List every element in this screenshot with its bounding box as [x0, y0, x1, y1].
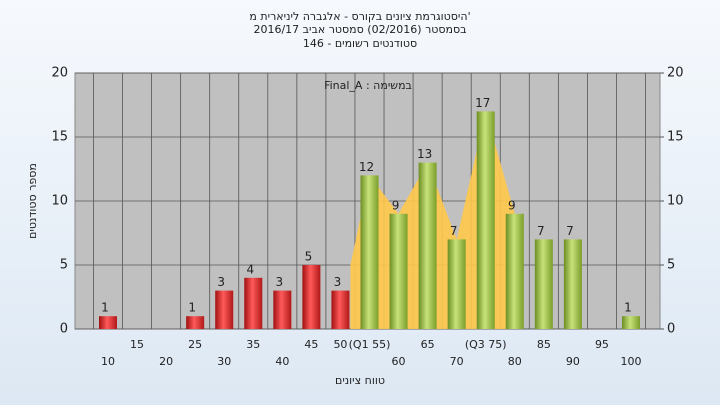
x-tick-label: 65: [421, 338, 435, 351]
bar: [418, 162, 437, 329]
x-tick-label: 100: [621, 355, 642, 368]
value-label: 9: [392, 198, 400, 212]
bar: [215, 290, 234, 329]
x-tick-label: 80: [508, 355, 522, 368]
chart-subtitle: בסמסטר (02/2016) סמסטר אביב 2016/17: [253, 23, 466, 36]
value-label: 12: [359, 160, 374, 174]
x-tick-label: 85: [537, 338, 551, 351]
value-label: 3: [276, 275, 284, 289]
x-tick-label: 70: [450, 355, 464, 368]
bar: [186, 316, 205, 329]
value-label: 3: [334, 275, 342, 289]
value-label: 17: [475, 96, 490, 110]
y-tick-label: 5: [60, 258, 68, 273]
annotation: Final_A : במשימה: [324, 79, 412, 92]
value-label: 7: [537, 224, 545, 238]
x-tick-label: 45: [304, 338, 318, 351]
value-label: 1: [624, 301, 632, 315]
bar: [563, 239, 582, 329]
x-tick-label: 30: [217, 355, 231, 368]
value-label: 13: [417, 147, 432, 161]
y-tick-label: 10: [51, 194, 68, 209]
value-label: 7: [450, 224, 458, 238]
y2-tick-label: 0: [667, 322, 675, 337]
bar: [331, 290, 350, 329]
x-tick-label: 95: [595, 338, 609, 351]
bar: [244, 277, 263, 329]
y-axis-label: מספר סטודנטים: [26, 163, 39, 239]
bar: [622, 316, 640, 329]
value-label: 4: [246, 262, 254, 276]
x-tick-label: 35: [246, 338, 260, 351]
x-tick-label: 15: [130, 338, 144, 351]
x-tick-label: (Q3 75): [465, 338, 507, 351]
bar: [534, 239, 553, 329]
x-tick-label: 25: [188, 338, 202, 351]
chart-subtitle: סטודנטים רשומים - 146: [303, 37, 417, 50]
value-label: 5: [305, 250, 313, 264]
value-label: 1: [188, 301, 196, 315]
x-tick-label: 10: [101, 355, 115, 368]
bar: [476, 111, 495, 330]
x-tick-label: 20: [159, 355, 173, 368]
y-tick-label: 20: [51, 66, 68, 81]
bar: [447, 239, 466, 329]
x-tick-label: 40: [275, 355, 289, 368]
value-label: 7: [566, 224, 574, 238]
y2-tick-label: 5: [667, 258, 675, 273]
bar: [302, 265, 321, 329]
x-axis-label: טווח ציונים: [335, 374, 385, 387]
y2-tick-label: 10: [667, 194, 684, 209]
value-label: 9: [508, 198, 516, 212]
bar: [99, 316, 117, 329]
y2-tick-label: 15: [667, 130, 684, 145]
chart-title: היסטוגרמת ציונים בקורס - אלגברה ליניארית…: [249, 10, 470, 23]
x-tick-label: (Q1 55): [349, 338, 391, 351]
x-tick-label: 60: [392, 355, 406, 368]
y-tick-label: 15: [51, 130, 68, 145]
bar: [360, 175, 379, 329]
value-label: 3: [217, 275, 225, 289]
y-tick-label: 0: [60, 322, 68, 337]
bar: [505, 213, 524, 329]
x-tick-label: 90: [566, 355, 580, 368]
x-tick-label: 50: [333, 338, 347, 351]
bar: [273, 290, 292, 329]
value-label: 1: [101, 301, 109, 315]
y2-tick-label: 20: [667, 66, 684, 81]
bar: [389, 213, 408, 329]
